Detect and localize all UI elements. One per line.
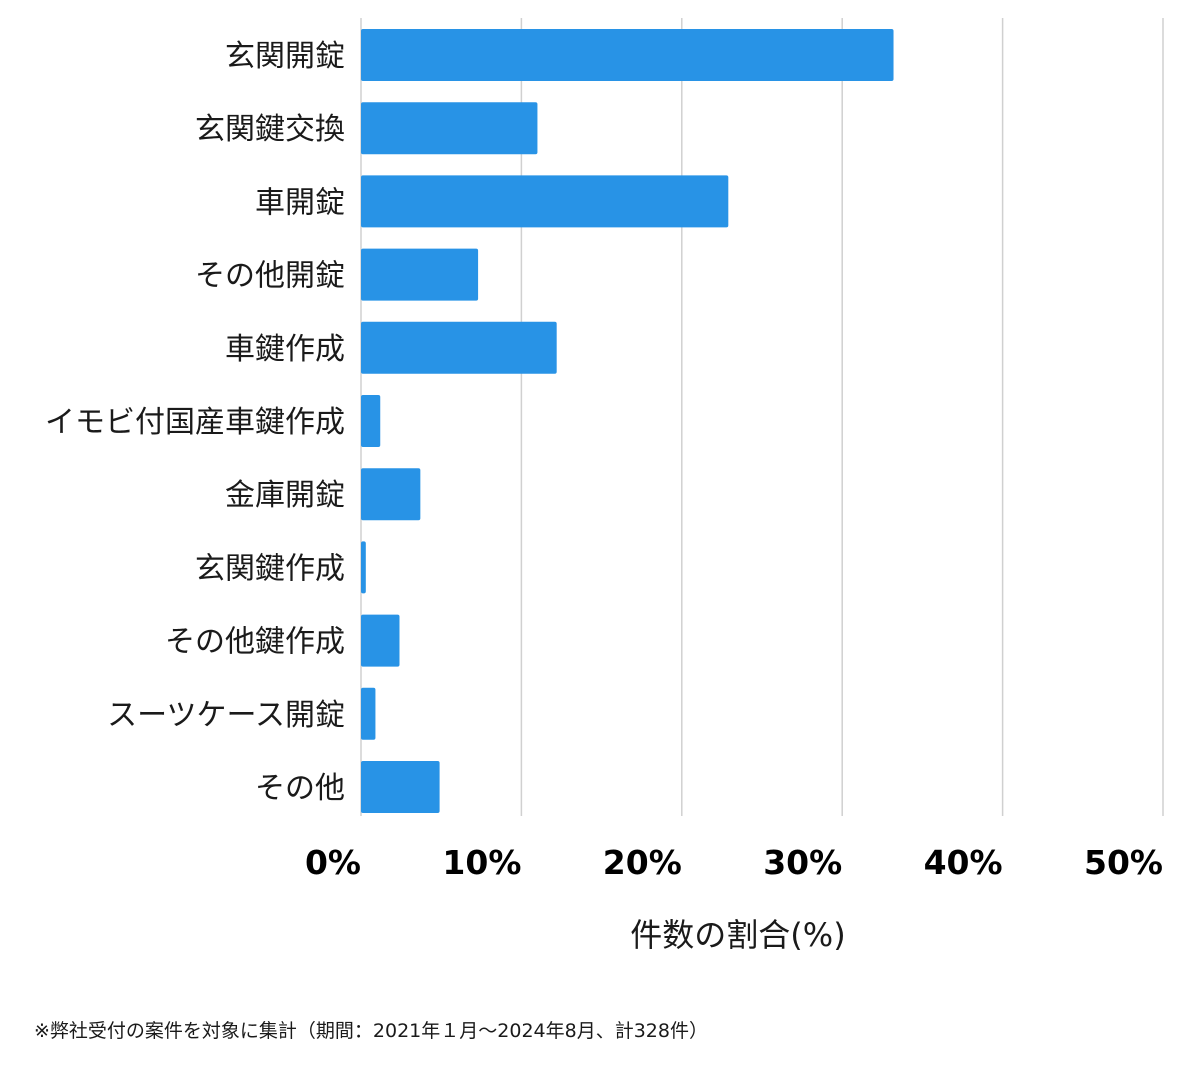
x-tick-label: 30% [763,843,842,882]
bar [361,248,479,301]
category-label: 玄関鍵交換 [195,112,345,147]
bar [361,29,894,81]
category-label: その他開錠 [195,259,345,294]
bar [361,321,557,374]
category-label: 玄関鍵作成 [195,551,345,586]
bar [361,761,440,813]
x-tick-label: 40% [924,843,1003,882]
x-tick-label: 20% [603,843,682,882]
bar-chart: 玄関開錠玄関鍵交換車開錠その他開錠車鍵作成イモビ付国産車鍵作成金庫開錠玄関鍵作成… [45,18,1164,954]
footnote: ※弊社受付の案件を対象に集計（期間：2021年１月〜2024年8月、計328件） [34,1020,708,1042]
category-label: 車鍵作成 [225,332,345,367]
bar [361,102,538,155]
category-label: 玄関開錠 [225,39,345,74]
category-label: 車開錠 [255,185,345,220]
bar [361,175,729,228]
category-label: イモビ付国産車鍵作成 [45,405,345,440]
bar [361,614,400,667]
bar [361,541,366,594]
category-label: その他鍵作成 [165,625,345,660]
category-label: その他 [255,771,345,806]
x-tick-label: 10% [442,843,521,882]
category-label: 金庫開錠 [225,478,345,513]
bars [361,29,894,813]
x-tick-label: 50% [1084,843,1163,882]
category-labels: 玄関開錠玄関鍵交換車開錠その他開錠車鍵作成イモビ付国産車鍵作成金庫開錠玄関鍵作成… [45,39,345,806]
bar [361,468,421,521]
category-label: スーツケース開錠 [107,698,345,733]
bar [361,687,376,740]
x-tick-labels: 0% 10% 20% 30% 40% 50% [305,843,1163,882]
x-tick-label: 0% [305,843,361,882]
bar [361,395,381,447]
x-axis-title: 件数の割合(%) [630,916,845,954]
